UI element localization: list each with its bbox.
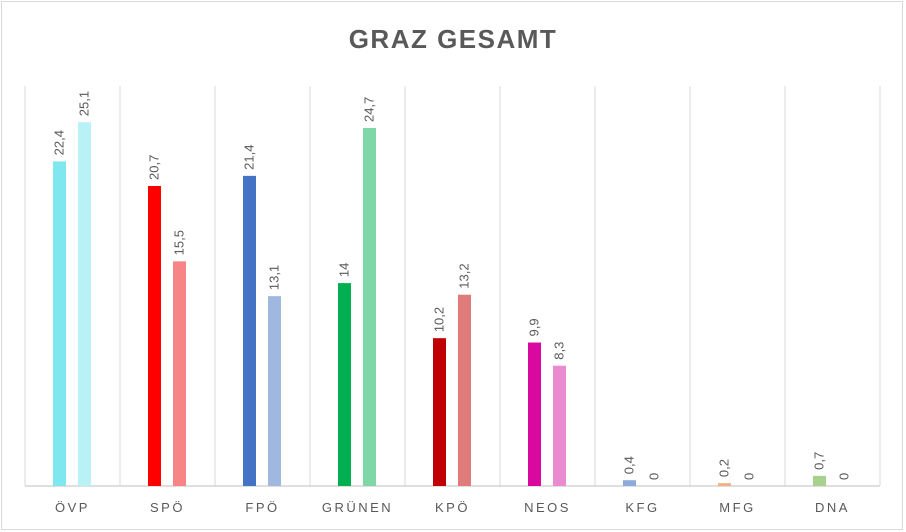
data-label: 9,9: [527, 318, 542, 336]
bar-kfg-series-1: [623, 480, 636, 486]
data-label: 0,2: [717, 459, 732, 477]
bar-övp-series-2: [78, 122, 91, 487]
bar-neos-series-2: [553, 365, 566, 486]
bar-kpö-series-1: [433, 338, 446, 486]
data-label: 22,4: [52, 130, 67, 155]
bar-spö-series-2: [173, 261, 186, 486]
x-tick-label: KFG: [625, 500, 659, 515]
data-label: 0: [742, 473, 757, 480]
bar-fpö-series-1: [243, 175, 256, 486]
data-label: 21,4: [242, 145, 257, 170]
data-label: 25,1: [76, 91, 91, 116]
bar-dna-series-1: [813, 475, 826, 486]
data-label: 14: [337, 263, 352, 277]
data-label: 20,7: [147, 155, 162, 180]
x-tick-label: MFG: [719, 500, 755, 515]
bar-övp-series-1: [53, 161, 66, 487]
data-label: 13,1: [267, 265, 282, 290]
chart-title: GRAZ GESAMT: [348, 24, 558, 54]
data-label: 24,7: [362, 97, 377, 122]
x-tick-label: FPÖ: [245, 500, 279, 515]
x-tick-label: ÖVP: [55, 500, 90, 515]
data-label: 13,2: [457, 263, 472, 288]
x-tick-label: DNA: [815, 500, 850, 515]
data-label: 15,5: [172, 230, 187, 255]
bar-mfg-series-1: [718, 483, 731, 486]
data-label: 0: [837, 473, 852, 480]
bar-fpö-series-2: [268, 296, 281, 486]
bar-neos-series-1: [528, 342, 541, 486]
data-label: 0,4: [622, 456, 637, 474]
bar-grünen-series-2: [363, 128, 376, 486]
bar-grünen-series-1: [338, 283, 351, 486]
data-label: 0,7: [812, 452, 827, 470]
data-label: 10,2: [432, 307, 447, 332]
x-tick-label: NEOS: [524, 500, 571, 515]
data-label: 8,3: [552, 342, 567, 360]
x-tick-label: KPÖ: [435, 500, 470, 515]
x-tick-label: GRÜNEN: [322, 500, 393, 515]
bar-kpö-series-2: [458, 294, 471, 486]
bar-spö-series-1: [148, 186, 161, 486]
data-label: 0: [647, 473, 662, 480]
x-tick-label: SPÖ: [150, 500, 185, 515]
